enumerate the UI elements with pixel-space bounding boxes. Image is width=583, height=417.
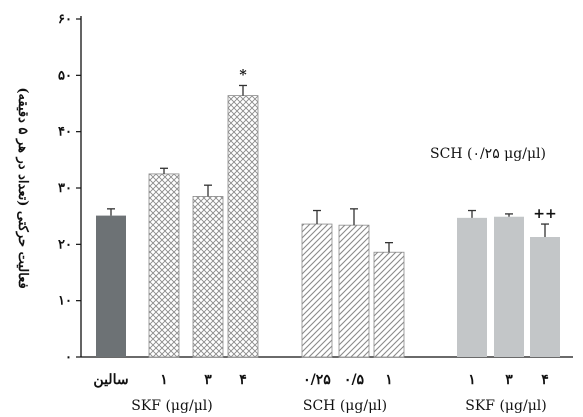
bar: [530, 237, 560, 357]
error-bar: [505, 213, 513, 217]
category-label: ۰/۲۵: [303, 372, 331, 388]
error-bar: [385, 241, 393, 253]
y-tick-label: ۴۰: [58, 125, 72, 140]
error-bar: [313, 209, 321, 225]
category-label: ۳: [204, 372, 212, 388]
bar: [227, 95, 259, 358]
error-bar: [468, 209, 476, 218]
error-bar: [350, 208, 358, 226]
bar: [457, 217, 487, 357]
category-label: ۰/۵: [344, 372, 365, 388]
y-tick-label: ۲۰: [58, 237, 72, 252]
group-label: SCH (μg/μl): [303, 398, 387, 414]
error-bar: [204, 184, 212, 197]
category-label: ۱: [160, 372, 168, 388]
group-label: SKF (μg/μl): [465, 398, 547, 414]
y-tick-label: ۰: [65, 350, 72, 365]
bar: [192, 196, 224, 358]
annotation-text: SCH (۰/۲۵ μg/μl): [430, 146, 546, 162]
bar: [373, 251, 405, 358]
y-axis-ticks: ۰ ۱۰ ۲۰ ۳۰ ۴۰ ۵۰ ۶۰: [58, 12, 81, 365]
bar: [148, 173, 180, 358]
bar: [301, 223, 333, 358]
y-tick-label: ۵۰: [58, 68, 72, 83]
category-label: سالین: [93, 372, 128, 388]
category-label: ۱: [385, 372, 393, 388]
significance-marker: *: [239, 67, 247, 83]
error-bar: [239, 84, 247, 96]
group-label: SKF (μg/μl): [131, 398, 213, 414]
bar: [494, 216, 524, 357]
significance-marker: ++: [533, 206, 556, 222]
y-tick-label: ۶۰: [58, 12, 72, 27]
bar: [96, 215, 126, 357]
category-label: ۴: [239, 372, 247, 388]
category-label: ۱: [468, 372, 476, 388]
bar: [338, 224, 370, 358]
category-label: ۴: [541, 372, 549, 388]
chart-bars: [96, 84, 560, 358]
y-tick-label: ۳۰: [58, 181, 72, 196]
error-bar: [160, 167, 168, 174]
error-bar: [541, 223, 549, 238]
error-bar: [107, 208, 115, 216]
category-label: ۳: [505, 372, 513, 388]
y-axis-label: فعالیت حرکتی (تعداد در هر ۵ دقیقه): [15, 87, 30, 288]
chart-labels: فعالیت حرکتی (تعداد در هر ۵ دقیقه) سالین ۱…: [15, 67, 557, 414]
y-tick-label: ۱۰: [58, 294, 72, 309]
